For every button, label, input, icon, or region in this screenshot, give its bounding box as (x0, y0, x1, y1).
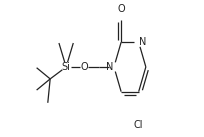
Text: N: N (106, 62, 113, 72)
Text: Si: Si (62, 62, 71, 72)
Text: Cl: Cl (134, 120, 143, 130)
Text: O: O (117, 4, 125, 14)
Text: O: O (81, 62, 88, 72)
Text: N: N (140, 37, 147, 47)
